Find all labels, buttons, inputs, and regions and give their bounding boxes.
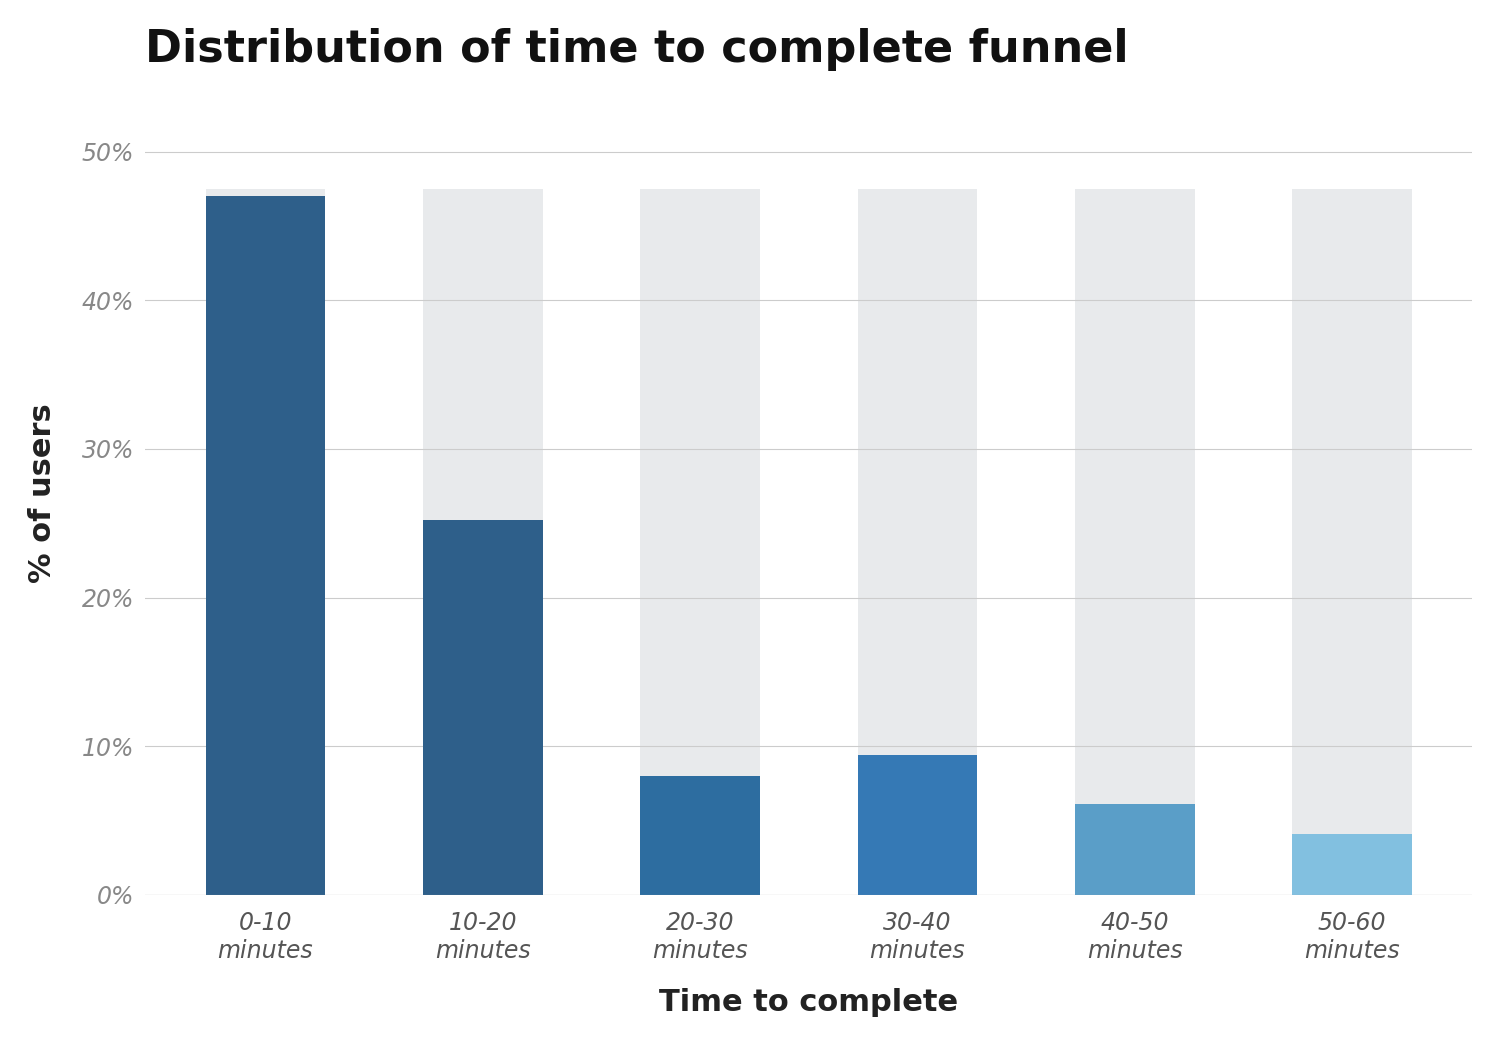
Bar [206,189,326,895]
Bar [858,189,976,895]
Bar [423,189,543,895]
Y-axis label: % of users: % of users [28,403,57,583]
Text: Distribution of time to complete funnel: Distribution of time to complete funnel [146,28,1130,71]
Bar [423,520,543,895]
Bar [1293,834,1412,895]
Bar [206,196,326,895]
Bar [1293,189,1412,895]
Bar [640,189,760,895]
X-axis label: Time to complete: Time to complete [658,989,958,1017]
Bar [1076,189,1194,895]
Bar [1076,804,1194,895]
Bar [858,756,976,895]
Bar [640,775,760,895]
